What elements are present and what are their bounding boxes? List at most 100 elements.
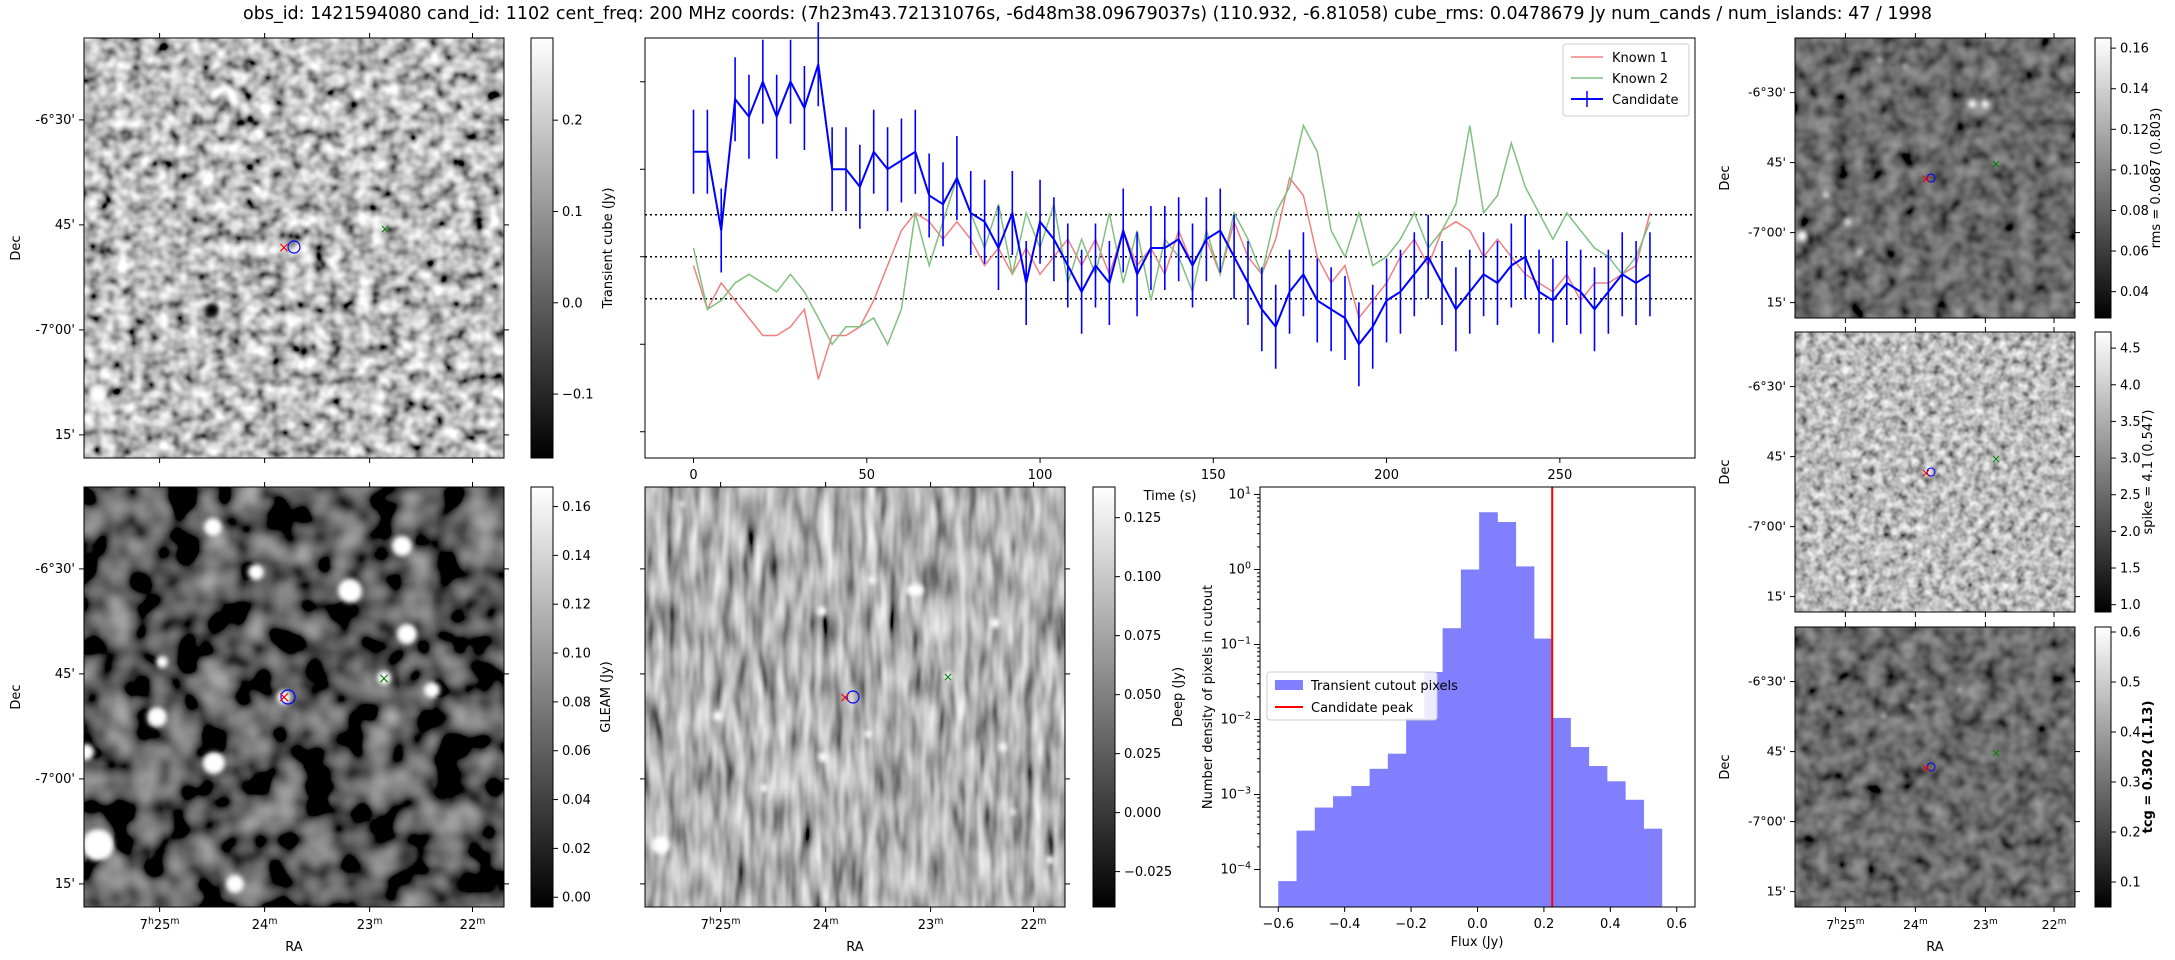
histogram-bar xyxy=(1296,830,1316,907)
colorbar-tick-label: 0.100 xyxy=(1124,570,1161,585)
histogram-legend: Transient cutout pixels Candidate peak xyxy=(1266,671,1458,721)
gleam-image xyxy=(84,487,504,907)
dec-tick-label: 15' xyxy=(1767,884,1786,899)
deep-image-panel: × × xyxy=(644,486,1066,908)
light-curve-xtick-label: 200 xyxy=(1374,468,1399,483)
candidate-marker xyxy=(287,240,301,254)
histogram-bar xyxy=(1588,765,1608,907)
colorbar-tick-label: 0.0 xyxy=(562,296,583,311)
histogram-xtick-label: −0.4 xyxy=(1329,917,1361,932)
ra-tick-label: 23m xyxy=(357,916,383,934)
dec-tick-label: -7°00' xyxy=(1748,519,1786,534)
dec-tick-label: -6°30' xyxy=(1748,674,1786,689)
histogram-bar xyxy=(1351,785,1370,907)
histogram-bar xyxy=(1497,521,1517,907)
histogram-ytick-label: 100 xyxy=(1228,560,1251,578)
light-curve-legend: Known 1 Known 2 Candidate xyxy=(1562,43,1690,117)
tcg-colorbar-label: tcg = 0.302 (1.13) xyxy=(2141,701,2156,834)
histogram-bar xyxy=(1442,628,1462,907)
histogram-xtick-label: 0.6 xyxy=(1666,917,1687,932)
histogram-chart: −0.6 −0.4 −0.2 0.0 0.2 0.4 0.6 101 100 10−1 10−2 10… xyxy=(1201,485,1696,950)
colorbar-tick-label: 0.08 xyxy=(562,695,591,710)
ra-tick-label: 7h25m xyxy=(1826,917,1864,932)
legend-transient-pixels: Transient cutout pixels xyxy=(1310,679,1458,694)
candidate-line xyxy=(693,63,1651,347)
known2-marker: × xyxy=(380,222,390,236)
colorbar-tick-label: 0.04 xyxy=(2120,285,2149,300)
dec-tick-label: 45' xyxy=(1767,744,1786,759)
histogram-xlabel: Flux (Jy) xyxy=(1451,935,1504,950)
colorbar-tick-label: −0.1 xyxy=(562,388,594,403)
dec-tick-label: -6°30' xyxy=(1748,379,1786,394)
histogram-xtick-label: −0.2 xyxy=(1395,917,1427,932)
colorbar-tick-label: 0.1 xyxy=(562,205,583,220)
ra-tick-label: 7h25m xyxy=(140,916,180,934)
ra-axis-label: RA xyxy=(285,940,303,955)
ra-axis-label: RA xyxy=(846,940,864,955)
known1-marker: × xyxy=(278,240,290,256)
histogram-bar xyxy=(1333,796,1352,907)
legend-known2: Known 2 xyxy=(1612,72,1668,87)
colorbar-tick-label: 2.0 xyxy=(2120,525,2141,540)
histogram-ytick-label: 10−3 xyxy=(1220,785,1251,803)
light-curve-axes xyxy=(644,37,1696,459)
colorbar-tick-label: 0.08 xyxy=(2120,204,2149,219)
histogram-xtick-label: 0.0 xyxy=(1467,917,1488,932)
light-curve-xlabel: Time (s) xyxy=(1143,489,1197,504)
histogram-xtick-label: 0.2 xyxy=(1534,917,1555,932)
histogram-bar xyxy=(1406,717,1425,907)
spike-colorbar-label: spike = 4.1 (0.547) xyxy=(2141,409,2156,534)
colorbar-tick-label: 0.00 xyxy=(562,891,591,906)
colorbar-tick-label: 3.5 xyxy=(2120,415,2141,430)
tcg-image-panel: × × xyxy=(1794,626,2076,908)
dec-tick-label: -7°00' xyxy=(1748,225,1786,240)
known-1-line xyxy=(692,176,1651,380)
colorbar-tick-label: 0.16 xyxy=(2120,42,2149,57)
svg-text:×: × xyxy=(943,670,953,684)
ra-tick-label: 24m xyxy=(813,916,839,934)
dec-tick-label: 15' xyxy=(1767,589,1786,604)
dec-axis-label: Dec xyxy=(1718,165,1733,190)
tcg-colorbar xyxy=(2094,626,2112,908)
transient-image xyxy=(84,38,504,458)
gleam-colorbar-label: GLEAM (Jy) xyxy=(599,661,614,732)
dec-tick-label: 45' xyxy=(55,218,75,233)
histogram-bar xyxy=(1552,717,1571,907)
dec-tick-label: 45' xyxy=(1767,449,1786,464)
ra-tick-label: 23m xyxy=(918,916,944,934)
ra-axis-label: RA xyxy=(1926,940,1944,955)
light-curve-chart: 0 50 100 150 200 250 Time (s) Known 1 Known 2… xyxy=(640,22,1696,504)
colorbar-tick-label: 0.02 xyxy=(562,842,591,857)
ra-tick-label: 22m xyxy=(1021,916,1047,934)
dec-tick-label: 15' xyxy=(1767,295,1786,310)
spike-image-panel: × × xyxy=(1794,331,2076,613)
colorbar-tick-label: 4.5 xyxy=(2120,342,2141,357)
svg-text:×: × xyxy=(378,671,390,687)
histogram-xtick-label: 0.4 xyxy=(1600,917,1621,932)
histogram-bar xyxy=(1278,881,1297,907)
ra-tick-label: 24m xyxy=(252,916,278,934)
spike-colorbar xyxy=(2094,331,2112,613)
colorbar-tick-label: 3.0 xyxy=(2120,452,2141,467)
colorbar-tick-label: 0.050 xyxy=(1124,688,1161,703)
ra-tick-label: 7h25m xyxy=(701,916,741,934)
colorbar-tick-label: 4.0 xyxy=(2120,378,2141,393)
svg-text:×: × xyxy=(1921,172,1931,186)
ra-tick-label: 22m xyxy=(460,916,486,934)
svg-text:×: × xyxy=(1921,761,1931,775)
colorbar-tick-label: 0.04 xyxy=(562,793,591,808)
svg-text:×: × xyxy=(1921,466,1931,480)
light-curve-xtick-label: 250 xyxy=(1547,468,1572,483)
dec-tick-label: 15' xyxy=(55,877,75,892)
gleam-colorbar xyxy=(530,486,554,908)
histogram-ylabel: Number density of pixels in cutout xyxy=(1201,585,1216,809)
page-title: obs_id: 1421594080 cand_id: 1102 cent_fr… xyxy=(243,4,1932,24)
transient-image-panel: × × xyxy=(83,37,505,459)
dec-tick-label: -7°00' xyxy=(35,323,75,338)
histogram-bar xyxy=(1625,799,1644,907)
colorbar-tick-label: 0.12 xyxy=(2120,123,2149,138)
light-curve-xtick-label: 0 xyxy=(689,468,697,483)
rms-colorbar-label: rms = 0.0687 (0.803) xyxy=(2149,108,2164,249)
dec-tick-label: -7°00' xyxy=(35,772,75,787)
